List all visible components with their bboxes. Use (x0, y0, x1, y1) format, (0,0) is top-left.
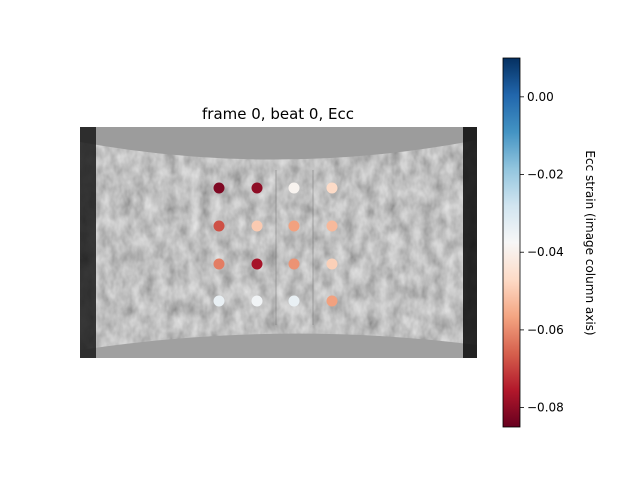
strain-point-r2-c0 (213, 258, 225, 270)
strain-point-r2-c3 (326, 258, 338, 270)
strain-point-r0-c2 (288, 182, 300, 194)
strain-point-r2-c2 (288, 258, 300, 270)
strain-point-r3-c3 (326, 295, 338, 307)
colorbar-tick-label: −0.08 (527, 401, 564, 415)
colorbar-tick-label: −0.02 (527, 168, 564, 182)
colorbar-tick-label: −0.04 (527, 245, 564, 259)
tissue-image (80, 127, 477, 358)
strain-points (213, 182, 338, 307)
colorbar-tick-label: 0.00 (527, 90, 554, 104)
strain-point-r0-c1 (251, 182, 263, 194)
colorbar-tick-label: −0.06 (527, 323, 564, 337)
strain-point-r1-c3 (326, 220, 338, 232)
strain-point-r3-c0 (213, 295, 225, 307)
strain-point-r0-c3 (326, 182, 338, 194)
strain-point-r2-c1 (251, 258, 263, 270)
strain-point-r0-c0 (213, 182, 225, 194)
colorbar-label: Ecc strain (image column axis) (583, 150, 597, 335)
strain-point-r1-c2 (288, 220, 300, 232)
strain-point-r3-c1 (251, 295, 263, 307)
strain-point-r1-c0 (213, 220, 225, 232)
strain-point-r1-c1 (251, 220, 263, 232)
chart-title: frame 0, beat 0, Ecc (202, 105, 354, 123)
strain-point-r3-c2 (288, 295, 300, 307)
colorbar: −0.08 −0.06 −0.04 −0.02 0.00 Ecc strain (ima… (502, 57, 597, 428)
